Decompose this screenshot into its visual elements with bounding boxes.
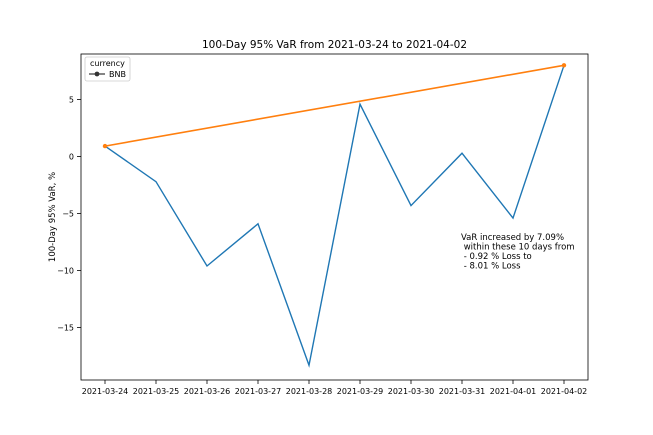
x-tick-label: 2021-03-24 — [82, 387, 129, 396]
y-tick-label: 0 — [69, 153, 74, 162]
y-axis-label: 100-Day 95% VaR, % — [48, 172, 58, 262]
series-layer — [102, 63, 567, 368]
legend-entry-bnb: BNB — [109, 70, 126, 79]
legend-title: currency — [90, 59, 125, 68]
trend-start-marker — [102, 143, 108, 149]
chart-title: 100-Day 95% VaR from 2021-03-24 to 2021-… — [202, 39, 467, 51]
y-tick-label: 5 — [69, 96, 74, 105]
annotation-line: - 0.92 % Loss to — [461, 252, 532, 262]
annotation-line: within these 10 days from — [461, 243, 575, 253]
x-tick-label: 2021-03-30 — [388, 387, 435, 396]
annotation-line: VaR increased by 7.09% — [461, 233, 564, 243]
x-tick-label: 2021-03-26 — [184, 387, 231, 396]
x-tick-label: 2021-03-27 — [235, 387, 282, 396]
legend-swatch-marker — [94, 71, 100, 77]
y-tick-label: −5 — [62, 210, 74, 219]
annotation-line: - 8.01 % Loss — [461, 262, 521, 272]
bnb-series-line — [104, 65, 565, 368]
var-trend-line — [104, 64, 565, 147]
y-tick-label: −10 — [57, 267, 74, 276]
plot-frame — [80, 53, 589, 381]
x-tick-label: 2021-03-25 — [133, 387, 180, 396]
y-axis: 5 0 −5 −10 −15 — [57, 96, 81, 333]
trend-end-marker — [561, 63, 567, 68]
x-axis: 2021-03-24 2021-03-25 2021-03-26 2021-03-27… — [82, 380, 588, 396]
x-tick-label: 2021-03-29 — [337, 387, 384, 396]
legend: currency BNB — [84, 56, 131, 82]
x-tick-label: 2021-03-28 — [286, 387, 333, 396]
x-tick-label: 2021-04-02 — [541, 387, 588, 396]
y-tick-label: −15 — [57, 324, 74, 333]
annotation: VaR increased by 7.09% within these 10 d… — [461, 233, 575, 272]
x-tick-label: 2021-04-01 — [490, 387, 537, 396]
x-tick-label: 2021-03-31 — [439, 387, 486, 396]
